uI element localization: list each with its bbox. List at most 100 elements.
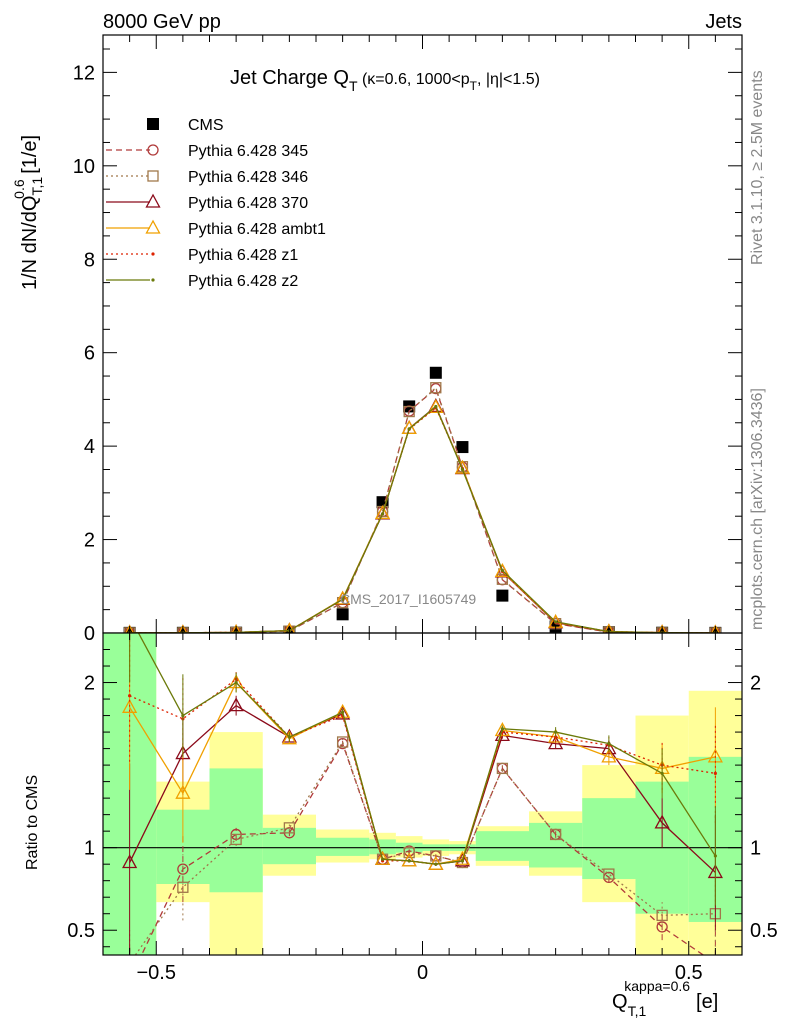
ratio-point-pythia-6-428-345-0 xyxy=(125,975,135,985)
xlabel-q: Q xyxy=(612,991,628,1013)
legend-marker-pythia-6-428-346 xyxy=(147,170,159,182)
main-point-pythia-6-428-z2-7 xyxy=(434,404,438,409)
ratio-xtick-label: 0.5 xyxy=(675,962,703,984)
main-point-pythia-6-428-ambt1-5 xyxy=(374,505,391,520)
main-ytick-label: 6 xyxy=(84,343,95,365)
legend-label-pythia-6-428-ambt1: Pythia 6.428 ambt1 xyxy=(188,221,326,238)
main-point-pythia-6-428-ambt1-1 xyxy=(178,624,188,633)
ratio-point-pythia-6-428-346-7 xyxy=(430,850,442,862)
ratio-point-pythia-6-428-346-0 xyxy=(125,958,135,968)
ylabel-sub: T,1 xyxy=(29,177,45,196)
main-point-pythia-6-428-ambt1-7 xyxy=(428,398,444,413)
ratio-point-pythia-6-428-370-12 xyxy=(654,814,670,829)
main-point-pythia-6-428-z2-5 xyxy=(380,512,385,516)
header-right: Jets xyxy=(705,11,742,33)
ratio-point-pythia-6-428-z2-5 xyxy=(380,857,385,861)
ratio-point-pythia-6-428-z2-4 xyxy=(341,710,345,714)
legend-marker-pythia-6-428-345 xyxy=(147,144,159,156)
ratio-point-pythia-6-428-370-9 xyxy=(494,727,510,742)
ratio-point-pythia-6-428-346-4 xyxy=(336,736,349,748)
main-point-pythia-6-428-ambt1-12 xyxy=(657,624,667,633)
ratio-point-pythia-6-428-z2-8 xyxy=(460,859,465,863)
main-point-pythia-6-428-z2-8 xyxy=(460,467,465,472)
ratio-y-label: Ratio to CMS xyxy=(24,775,41,870)
legend-marker-pythia-6-428-ambt1 xyxy=(145,219,161,234)
ratio-point-pythia-6-428-346-11 xyxy=(603,868,615,880)
ratio-point-pythia-6-428-ambt1-3 xyxy=(281,730,297,745)
legend-label-pythia-6-428-z2: Pythia 6.428 z2 xyxy=(188,273,298,290)
ratio-point-pythia-6-428-ambt1-6 xyxy=(401,852,417,867)
main-panel: 0 2 4 6 8 10 12 xyxy=(73,34,743,645)
ylabel-part1: 1/N dN/dQ xyxy=(19,196,41,290)
uncertainty-band-green-5 xyxy=(369,839,396,855)
main-point-pythia-6-428-346-9 xyxy=(496,573,509,585)
ratio-line-pythia-6-428-z2 xyxy=(137,633,716,865)
main-point-pythia-6-428-z2-6 xyxy=(407,427,411,431)
ratio-point-pythia-6-428-346-2 xyxy=(230,833,242,846)
main-point-pythia-6-428-ambt1-8 xyxy=(454,459,471,474)
watermark: CMS_2017_I1605749 xyxy=(340,591,476,607)
title-sub-pt: T xyxy=(470,79,478,93)
ratio-point-pythia-6-428-z2-1 xyxy=(181,713,185,718)
ratio-point-pythia-6-428-346-10 xyxy=(549,828,562,841)
uncertainty-band-green-11 xyxy=(582,798,636,880)
uncertainty-band-green-4 xyxy=(316,837,370,856)
x-axis-label: QT,1 kappa=0.6 [e] xyxy=(612,978,718,1019)
title-sub-t: T xyxy=(349,78,358,94)
ratio-panel: 0.5 0.5 1 1 2 2 −0.5 0 0.5 xyxy=(67,632,778,985)
main-point-pythia-6-428-ambt1-9 xyxy=(494,562,510,577)
xlabel-sup: kappa=0.6 xyxy=(624,978,690,994)
ratio-point-pythia-6-428-ambt1-10 xyxy=(548,728,564,743)
legend: CMS Pythia 6.428 345 Pythia 6.428 346 Pythi… xyxy=(106,117,326,290)
ratio-point-pythia-6-428-345-13 xyxy=(710,958,720,968)
main-point-pythia-6-428-ambt1-2 xyxy=(231,623,242,633)
legend-marker-cms xyxy=(147,118,159,130)
main-point-cms-9 xyxy=(496,589,509,602)
main-point-pythia-6-428-ambt1-13 xyxy=(710,624,720,633)
legend-label-pythia-6-428-346: Pythia 6.428 346 xyxy=(188,169,308,186)
legend-marker-pythia-6-428-z2 xyxy=(151,278,155,282)
ratio-xtick-label: −0.5 xyxy=(137,962,176,984)
main-point-cms-7 xyxy=(429,366,442,379)
rivet-label: Rivet 3.1.10, ≥ 2.5M events xyxy=(749,70,766,265)
ratio-point-pythia-6-428-346-1 xyxy=(177,881,189,893)
ratio-ytick-label-left: 1 xyxy=(84,838,95,860)
main-point-pythia-6-428-z2-4 xyxy=(341,597,345,601)
title-params: (κ=0.6, 1000<p xyxy=(358,71,470,88)
ratio-point-pythia-6-428-ambt1-1 xyxy=(175,784,191,799)
ratio-point-pythia-6-428-z2-11 xyxy=(607,742,611,746)
legend-label-pythia-6-428-370: Pythia 6.428 370 xyxy=(188,195,308,212)
main-ytick-label: 4 xyxy=(84,436,95,458)
title-main-part: Jet Charge Q xyxy=(230,67,349,89)
ylabel-sup: 0.6 xyxy=(11,179,27,199)
ratio-point-pythia-6-428-z2-10 xyxy=(554,730,558,734)
main-title: Jet Charge QT (κ=0.6, 1000<pT, |η|<1.5) xyxy=(230,67,540,94)
ratio-point-pythia-6-428-z2-9 xyxy=(500,727,504,731)
ratio-point-pythia-6-428-346-6 xyxy=(403,846,415,859)
header-left: 8000 GeV pp xyxy=(103,11,221,33)
ratio-point-pythia-6-428-z2-3 xyxy=(287,735,291,739)
ratio-ytick-label-left: 0.5 xyxy=(67,920,95,942)
ratio-ytick-label-right: 1 xyxy=(750,838,761,860)
ratio-point-pythia-6-428-ambt1-11 xyxy=(601,748,617,763)
ratio-line-pythia-6-428-345 xyxy=(140,742,705,955)
xlabel-sub: T,1 xyxy=(628,1003,647,1019)
mcplots-label: mcplots.cern.ch [arXiv:1306.3436] xyxy=(749,388,766,630)
ratio-ytick-label-left: 2 xyxy=(84,673,95,695)
ratio-point-pythia-6-428-370-2 xyxy=(228,697,244,712)
main-y-label: 1/N dN/dQT,10.6 [1/e] xyxy=(11,135,45,290)
main-point-cms-8 xyxy=(456,441,469,454)
main-point-pythia-6-428-346-6 xyxy=(403,405,415,418)
ratio-point-pythia-6-428-z1-0 xyxy=(128,694,132,698)
ratio-point-pythia-6-428-z2-12 xyxy=(660,771,664,775)
legend-label-pythia-6-428-z1: Pythia 6.428 z1 xyxy=(188,247,298,264)
main-point-pythia-6-428-ambt1-4 xyxy=(335,590,351,605)
ratio-point-pythia-6-428-ambt1-8 xyxy=(454,850,471,865)
ratio-ytick-label-right: 2 xyxy=(750,673,761,695)
main-point-pythia-6-428-ambt1-0 xyxy=(125,624,135,633)
ratio-point-pythia-6-428-370-4 xyxy=(335,705,351,720)
ratio-data-layer xyxy=(103,633,742,985)
main-line-pythia-6-428-z2 xyxy=(129,405,716,633)
ratio-point-pythia-6-428-346-12 xyxy=(656,909,668,922)
